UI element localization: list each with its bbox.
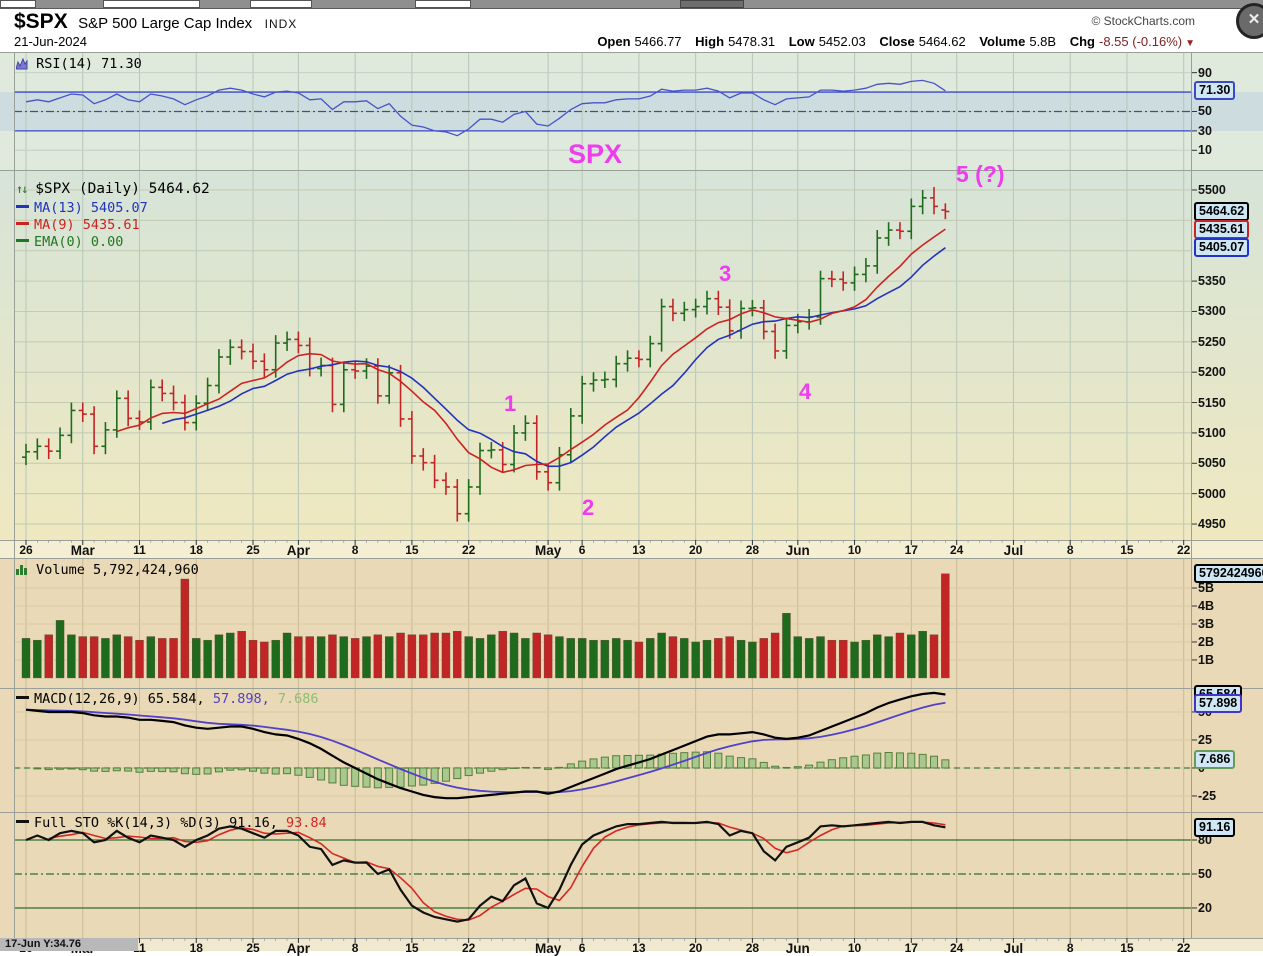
rsi-legend: RSI(14) 71.30 — [16, 56, 142, 72]
open-label: Open — [597, 34, 630, 49]
rsi-panel[interactable] — [0, 52, 1263, 170]
toolbar-field[interactable] — [250, 0, 312, 8]
low-value: 5452.03 — [819, 34, 866, 49]
open-value: 5466.77 — [635, 34, 682, 49]
toolbar-field[interactable] — [103, 0, 200, 8]
copyright: © StockCharts.com — [1091, 14, 1195, 28]
volume-label: Volume — [979, 34, 1025, 49]
price-panel[interactable] — [0, 170, 1263, 540]
macd-line-swatch — [16, 696, 29, 699]
close-value: 5464.62 — [919, 34, 966, 49]
macd-hist-value: 7.686 — [278, 691, 319, 707]
price-legend-ma9: MA(9) 5435.61 — [16, 217, 140, 233]
chg-label: Chg — [1070, 34, 1095, 49]
close-icon: ✕ — [1248, 11, 1261, 28]
ma13-line-swatch — [16, 205, 29, 208]
symbol: $SPX — [14, 10, 68, 33]
low-label: Low — [789, 34, 815, 49]
ema-line-swatch — [16, 239, 29, 242]
crosshair-readout: 17-Jun Y:34.76 — [0, 938, 138, 951]
chart-date: 21-Jun-2024 — [14, 34, 87, 49]
chg-down-icon: ▼ — [1185, 38, 1195, 49]
price-legend-title: ↑↓ $SPX (Daily) 5464.62 — [16, 181, 210, 197]
chg-value: -8.55 (-0.16%) — [1099, 34, 1182, 49]
price-legend-ema: EMA(0) 0.00 — [16, 234, 123, 250]
toolbar-field[interactable] — [415, 0, 471, 8]
symbol-name: S&P 500 Large Cap Index — [78, 15, 252, 32]
price-legend-ma13: MA(13) 5405.07 — [16, 200, 148, 216]
volume-legend: Volume 5,792,424,960 — [16, 562, 199, 578]
chart-header: $SPX S&P 500 Large Cap Index INDX © Stoc… — [0, 8, 1263, 52]
macd-signal-value: 57.898, — [213, 691, 270, 707]
macd-legend: MACD(12,26,9) 65.584, 57.898, 7.686 — [16, 691, 319, 707]
high-value: 5478.31 — [728, 34, 775, 49]
updown-arrows-icon: ↑↓ — [16, 182, 26, 196]
top-toolbar — [0, 0, 1263, 9]
quote-bar: Open 5466.77 High 5478.31 Low 5452.03 Close… — [597, 34, 1195, 49]
rsi-icon — [16, 58, 28, 70]
exchange: INDX — [265, 17, 298, 31]
close-label: Close — [879, 34, 914, 49]
high-label: High — [695, 34, 724, 49]
sto-d-value: 93.84 — [286, 815, 327, 831]
volume-bars-icon — [16, 564, 28, 575]
ma9-line-swatch — [16, 222, 29, 225]
volume-value: 5.8B — [1029, 34, 1056, 49]
toolbar-button[interactable] — [680, 0, 744, 8]
sto-legend: Full STO %K(14,3) %D(3) 91.16, 93.84 — [16, 815, 327, 831]
toolbar-field[interactable] — [0, 0, 36, 8]
sto-line-swatch — [16, 820, 29, 823]
